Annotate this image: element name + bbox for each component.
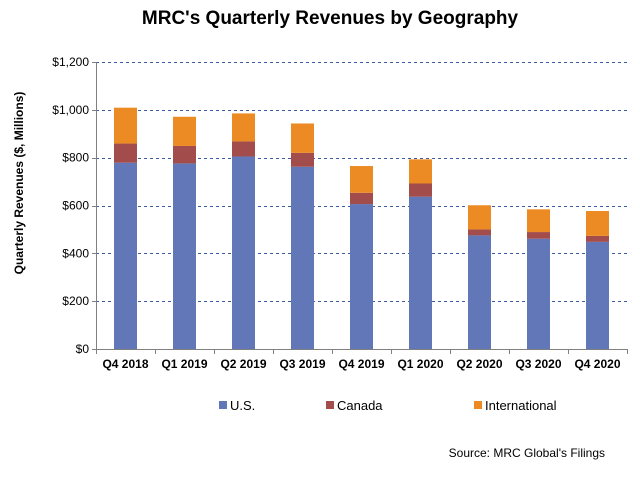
bar-u-s [114,162,137,349]
x-tick-label: Q4 2018 [102,357,148,371]
bar-international [586,211,609,236]
x-tick-label: Q2 2019 [220,357,266,371]
bar-international [527,209,550,233]
y-tick-label: $1,200 [52,55,89,69]
y-tick-label: $1,000 [52,103,89,117]
bar-canada [527,232,550,239]
y-tick-label: $600 [62,199,89,213]
bar-international [291,123,314,153]
bar-international [409,159,432,184]
x-tick-label: Q1 2019 [161,357,207,371]
bar-series [114,107,609,349]
bar-u-s [409,196,432,349]
chart-title: MRC's Quarterly Revenues by Geography [142,8,519,29]
bar-u-s [350,204,373,349]
bar-canada [232,141,255,157]
bar-international [173,116,196,146]
y-tick-label: $800 [62,151,89,165]
x-tick-label: Q3 2019 [279,357,325,371]
legend-swatch-canada [326,401,334,409]
bar-international [350,166,373,193]
bar-international [468,205,491,230]
bar-international [232,113,255,142]
x-tick-label: Q4 2020 [574,357,620,371]
legend: U.S. Canada International [219,398,557,413]
bar-canada [409,183,432,197]
legend-label-international: International [485,398,557,413]
y-tick-label: $200 [62,294,89,308]
axes [92,62,628,354]
legend-swatch-international [474,401,482,409]
y-axis-label: Quarterly Revenues ($, Millions) [12,92,26,275]
bar-u-s [173,163,196,349]
bar-international [114,107,137,144]
x-tick-label: Q2 2020 [456,357,502,371]
source-note: Source: MRC Global's Filings [449,446,605,460]
legend-swatch-u-s [219,401,227,409]
x-tick-label: Q4 2019 [338,357,384,371]
bar-canada [291,152,314,167]
x-tick-label: Q3 2020 [515,357,561,371]
y-tick-label: $400 [62,246,89,260]
bar-canada [586,235,609,242]
bar-canada [173,145,196,164]
x-tick-label: Q1 2020 [397,357,443,371]
bar-u-s [527,238,550,349]
bar-u-s [468,235,491,349]
bar-u-s [586,241,609,349]
bar-u-s [291,166,314,349]
y-tick-label: $0 [76,342,90,356]
legend-label-u-s: U.S. [230,398,255,413]
legend-label-canada: Canada [337,398,383,413]
bar-canada [350,192,373,205]
bar-canada [468,229,491,236]
bar-u-s [232,156,255,349]
y-tick-labels: $0 $200 $400 $600 $800 $1,000 $1,200 [52,55,89,356]
x-tick-labels: Q4 2018 Q1 2019 Q2 2019 Q3 2019 Q4 2019 Q1 20… [102,357,620,371]
bar-canada [114,143,137,163]
